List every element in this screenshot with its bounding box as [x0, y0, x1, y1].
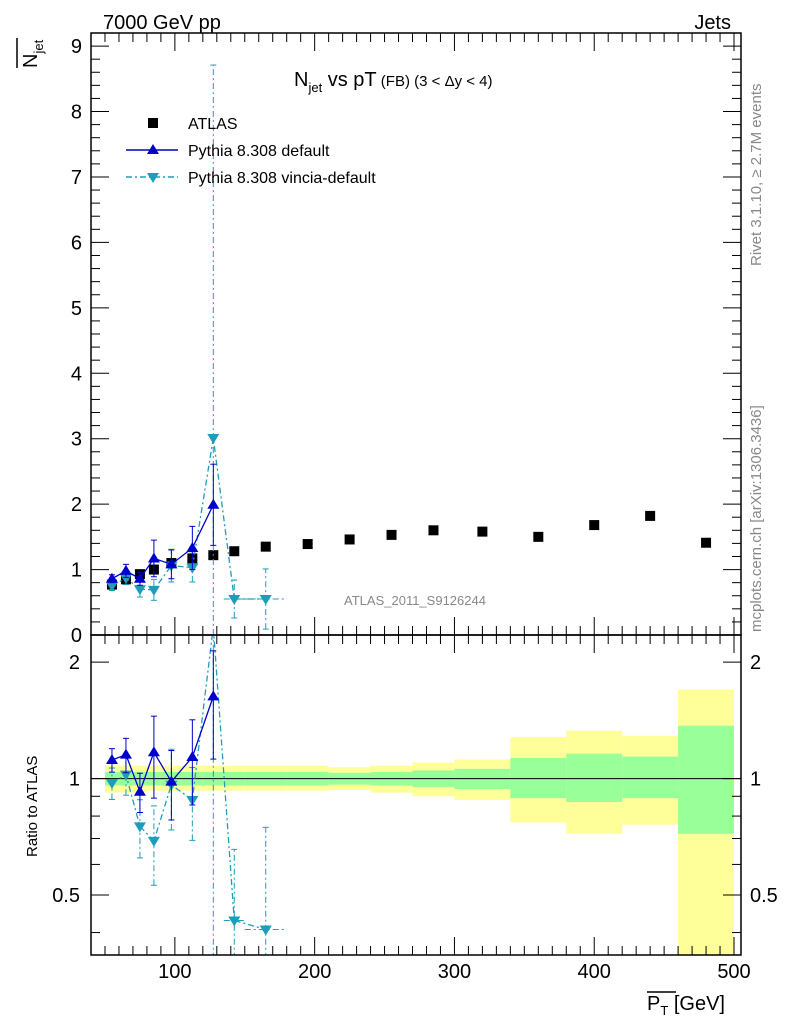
x-tick-label: 300 [438, 961, 471, 983]
series-point [259, 595, 272, 606]
atlas-point [645, 510, 656, 521]
ratio-series-point [119, 748, 132, 759]
x-axis-label-sub: T [660, 1003, 668, 1018]
plot-title-main: N [294, 69, 308, 91]
legend-vincia-label: Pythia 8.308 vincia-default [188, 170, 376, 187]
y-tick-label: 4 [71, 363, 82, 385]
y-tick-label: 5 [71, 298, 82, 320]
plot-title-rest: vs pT [322, 69, 376, 91]
ratio-series-point [147, 836, 160, 847]
ratio-data [105, 635, 287, 955]
legend: ATLAS Pythia 8.308 default Pythia 8.308 … [126, 116, 376, 187]
plot-title-small: (FB) (3 < Δy < 4) [377, 73, 493, 90]
x-tick-label: 100 [158, 961, 191, 983]
series-point [207, 498, 220, 509]
y-tick-label: 3 [71, 429, 82, 451]
main-ylabel-main: N [20, 54, 42, 68]
series-point [165, 558, 178, 569]
main-ylabel-text: Njet [20, 39, 46, 68]
series-point [133, 572, 146, 583]
y-tick-label: 0 [71, 625, 82, 647]
atlas-point [229, 546, 240, 557]
ratio-series-point [259, 925, 272, 936]
x-tick-label: 400 [578, 961, 611, 983]
atlas-point [589, 520, 600, 531]
ratio-series-point [228, 916, 241, 927]
y-tick-label: 9 [71, 36, 82, 58]
plot-title: Njet vs pT (FB) (3 < Δy < 4) [294, 69, 493, 95]
ratio-series-point [105, 754, 118, 765]
x-axis-label: PT [GeV] [647, 991, 725, 1018]
atlas-point [428, 525, 439, 536]
series-point [119, 564, 132, 575]
ratio-frame [90, 634, 742, 956]
series-point [105, 572, 118, 583]
ratio-series-point [165, 775, 178, 786]
ratio-y-tick-label-right: 2 [750, 652, 761, 674]
ratio-y-tick-label: 0.5 [52, 885, 80, 907]
ratio-y-tick-label-right: 1 [750, 769, 761, 791]
ratio-y-tick-label: 1 [69, 769, 80, 791]
legend-default-marker [147, 144, 159, 154]
main-ylabel-sub: jet [31, 39, 46, 54]
y-tick-label: 8 [71, 102, 82, 124]
y-tick-label: 1 [71, 560, 82, 582]
x-axis-label-rest: [GeV] [668, 993, 725, 1015]
series-line [111, 437, 266, 600]
x-axis-label-text: PT [GeV] [647, 993, 725, 1018]
analysis-watermark: ATLAS_2011_S9126244 [344, 593, 486, 608]
ratio-series-point [133, 822, 146, 833]
x-tick-label: 500 [717, 961, 750, 983]
y-tick-label: 2 [71, 494, 82, 516]
series-point [147, 585, 160, 596]
ratio-band-inner [566, 753, 623, 802]
series-point [119, 574, 132, 585]
series-point [105, 581, 118, 592]
main-ylabel: Njet [16, 38, 46, 68]
header-left: 7000 GeV pp [103, 12, 221, 34]
legend-atlas-label: ATLAS [188, 116, 238, 133]
ratio-plot: 100 200 300 400 500 0.5 0.5 1 1 2 2 [52, 634, 778, 983]
rivet-label: Rivet 3.1.10, ≥ 2.7M events [748, 84, 765, 267]
legend-default-label: Pythia 8.308 default [188, 143, 330, 160]
ratio-series-point [147, 746, 160, 757]
x-tick-label: 200 [298, 961, 331, 983]
x-axis-label-main: P [647, 993, 660, 1015]
series-point [186, 541, 199, 552]
ratio-series-point [105, 779, 118, 790]
legend-atlas-marker [148, 118, 158, 128]
atlas-point [477, 526, 488, 537]
ratio-band-inner [678, 725, 735, 834]
y-tick-label: 7 [71, 167, 82, 189]
series-point [133, 585, 146, 596]
atlas-point [344, 534, 355, 545]
ratio-ylabel: Ratio to ATLAS [24, 756, 41, 857]
y-tick-label: 6 [71, 232, 82, 254]
mcplots-label: mcplots.cern.ch [arXiv:1306.3436] [748, 405, 765, 632]
series-point [147, 552, 160, 563]
ratio-band-inner [622, 756, 679, 799]
ratio-series-point [186, 751, 199, 762]
ratio-series-point [133, 785, 146, 796]
series-point [228, 595, 241, 606]
legend-vincia-marker [147, 173, 159, 183]
main-data [105, 64, 712, 635]
ratio-y-tick-label: 2 [69, 652, 80, 674]
atlas-point [386, 529, 397, 540]
series-point [207, 434, 220, 445]
atlas-point [302, 539, 313, 550]
ratio-series-point [207, 690, 220, 701]
main-plot: 0 1 2 3 4 5 6 7 8 9 [71, 32, 742, 647]
atlas-point [260, 541, 271, 552]
ratio-bands [91, 689, 741, 955]
ratio-y-tick-label-right: 0.5 [750, 885, 778, 907]
atlas-point [533, 531, 544, 542]
plot-title-sub: jet [307, 80, 322, 95]
atlas-point [701, 537, 712, 548]
header-right: Jets [694, 12, 731, 34]
